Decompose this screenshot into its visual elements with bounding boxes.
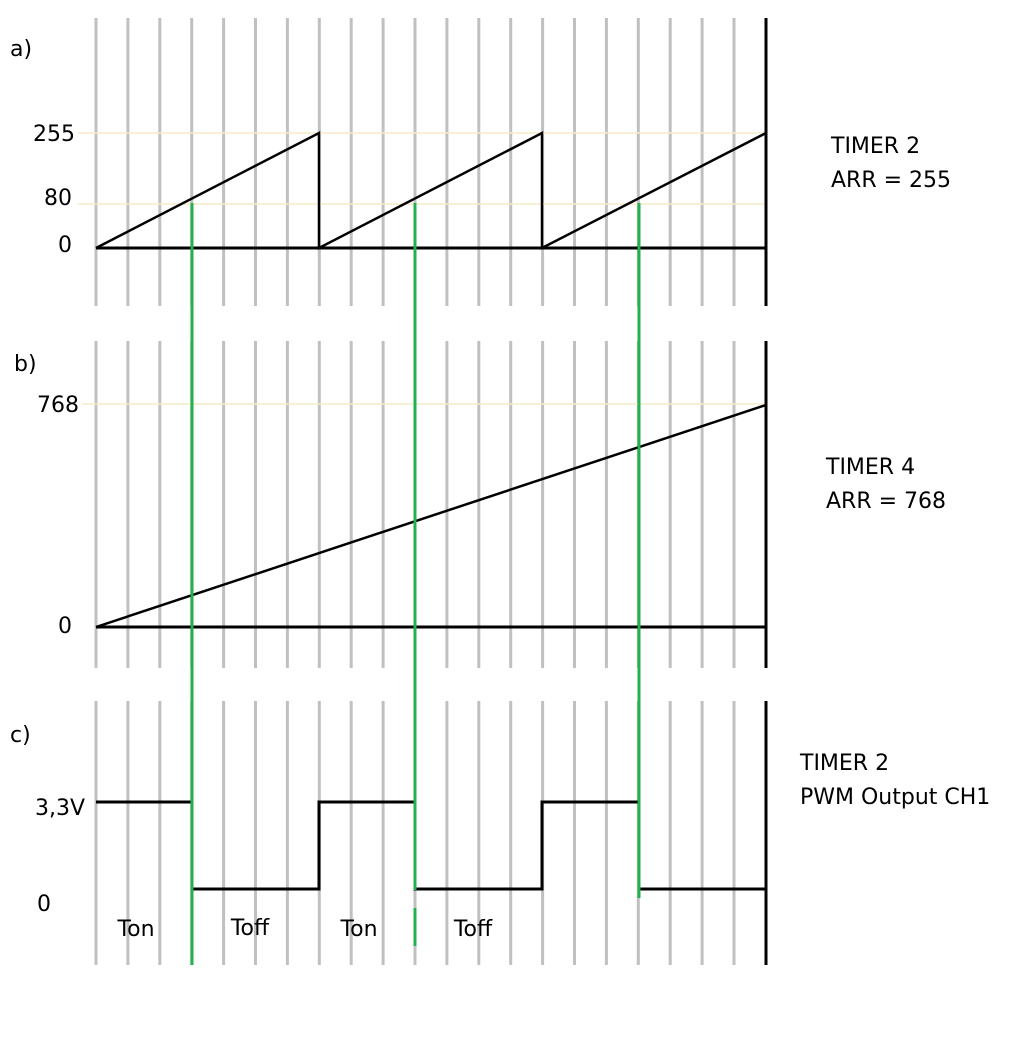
panel-c-caption-line1: TIMER 2 [799,751,889,776]
pwm-output-waveform [96,800,766,891]
panel-a-tick-80: 80 [44,186,72,211]
panel-a-tag: a) [10,37,32,62]
timer2-sawtooth [95,130,767,251]
phase-label-ton-1: Ton [116,917,154,942]
timer4-ramp [95,403,767,629]
phase-label-ton-2: Ton [339,917,377,942]
panel-a-caption-line2: ARR = 255 [831,168,951,193]
panel-c-caption-line2: PWM Output CH1 [800,785,990,810]
panel-a-tick-0: 0 [58,233,72,258]
panel-a-caption-line1: TIMER 2 [830,134,920,159]
compare-match-lines [190,203,641,965]
phase-label-toff-1: Toff [230,916,270,941]
threshold-lines [78,132,766,405]
panel-a-tick-255: 255 [33,122,75,147]
waveforms [95,18,768,965]
panel-b-caption-line2: ARR = 768 [826,489,946,514]
panel-b-caption-line1: TIMER 4 [825,455,915,480]
panel-c-tag: c) [10,723,31,748]
phase-label-toff-2: Toff [453,917,493,942]
panel-b-tick-768: 768 [37,393,79,418]
panel-b-tick-0: 0 [58,614,72,639]
panel-b-tag: b) [14,352,37,377]
panel-c-tick-high: 3,3V [35,796,85,821]
panel-c-tick-0: 0 [37,892,51,917]
